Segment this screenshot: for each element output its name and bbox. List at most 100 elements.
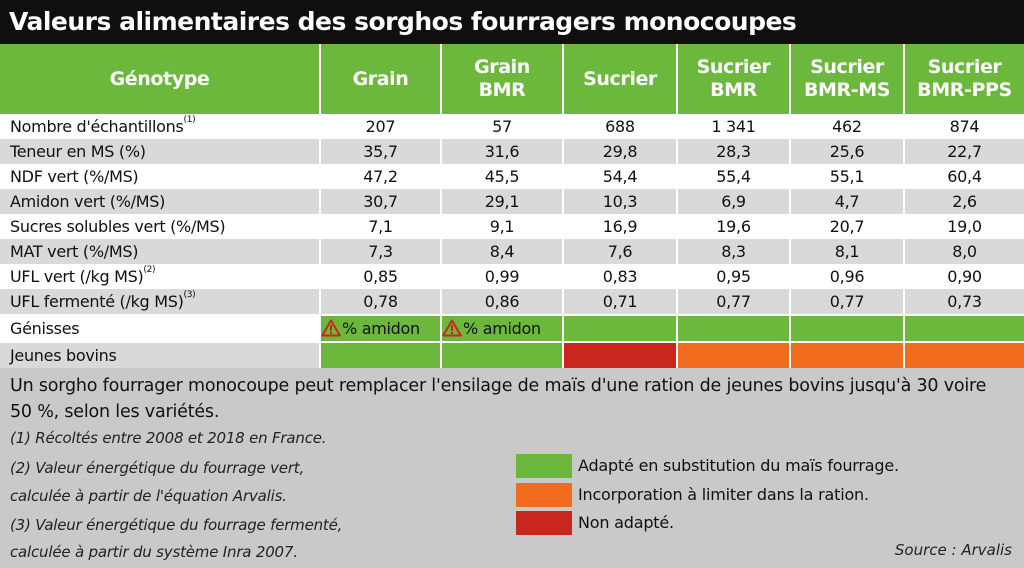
rating-cell-green [319,341,441,368]
rating-label: Jeunes bovins [0,341,320,368]
table-row: Amidon vert (%/MS) 30,7 29,1 10,3 6,9 4,7 2,6 [0,189,1024,214]
rating-cell-green: % amidon [319,314,441,342]
table-cell: 0,86 [440,289,563,315]
table-cell: 35,7 [319,139,441,164]
row-label-text: MAT vert (%/MS) [10,242,139,261]
header-grain: Grain [319,44,441,114]
warning-text: % amidon [342,319,420,338]
table-cell: 0,99 [440,264,563,289]
table-cell: 1 341 [676,114,790,139]
row-label: Nombre d'échantillons(1) [0,114,320,139]
row-label-text: UFL vert (/kg MS) [10,267,144,286]
header-sucrier-bmr: Sucrier BMR [676,44,790,114]
rating-cell-green: % amidon [440,314,563,342]
legend-swatch [516,483,572,507]
rating-cell-green [676,314,790,342]
table-cell: 20,7 [789,214,904,239]
row-label-text: Teneur en MS (%) [10,142,146,161]
footnote-ref: (2) [143,264,156,275]
table-cell: 6,9 [676,189,790,214]
rating-cell-orange [903,341,1024,368]
table-row: UFL fermenté (/kg MS)(3) 0,78 0,86 0,71 0,77… [0,289,1024,315]
table-row: Sucres solubles vert (%/MS) 7,1 9,1 16,9 19,… [0,214,1024,239]
header-genotype: Génotype [0,44,320,114]
header-grain-bmr: Grain BMR [440,44,563,114]
table-cell: 0,78 [319,289,441,315]
table-cell: 0,71 [562,289,677,315]
table-row: Nombre d'échantillons(1) 207 57 688 1 341 462… [0,114,1024,139]
header-sucrier-bmr-ms: Sucrier BMR-MS [789,44,904,114]
table-cell: 0,77 [789,289,904,315]
row-label: UFL vert (/kg MS)(2) [0,264,320,289]
rating-row: Génisses % amidon % amidon [0,314,1024,342]
table-cell: 0,85 [319,264,441,289]
table-cell: 0,77 [676,289,790,315]
row-label: Teneur en MS (%) [0,139,320,164]
table-cell: 10,3 [562,189,677,214]
legend-swatch [516,511,572,535]
header-sucrier-bmr-pps: Sucrier BMR-PPS [903,44,1024,114]
table-header-row: Génotype Grain Grain BMR Sucrier Sucrier… [0,44,1024,114]
table-cell: 31,6 [440,139,563,164]
table-cell: 2,6 [903,189,1024,214]
table-cell: 8,0 [903,239,1024,264]
table-cell: 22,7 [903,139,1024,164]
footnote-3-line1: (3) Valeur énergétique du fourrage ferme… [10,516,343,534]
table-cell: 8,1 [789,239,904,264]
table-cell: 688 [562,114,677,139]
table-body: Nombre d'échantillons(1) 207 57 688 1 341 462… [0,114,1024,368]
table-cell: 7,6 [562,239,677,264]
row-label: UFL fermenté (/kg MS)(3) [0,289,320,315]
rating-cell-red [562,341,677,368]
page-title: Valeurs alimentaires des sorghos fourrag… [0,0,1024,44]
table-cell: 54,4 [562,164,677,189]
table-cell: 60,4 [903,164,1024,189]
table-cell: 4,7 [789,189,904,214]
table-cell: 47,2 [319,164,441,189]
table-cell: 0,83 [562,264,677,289]
summary-text: Un sorgho fourrager monocoupe peut rempl… [10,376,987,422]
table-cell: 16,9 [562,214,677,239]
footnote-1: (1) Récoltés entre 2008 et 2018 en Franc… [10,429,327,447]
rating-cell-green [789,314,904,342]
table-cell: 28,3 [676,139,790,164]
table-cell: 0,73 [903,289,1024,315]
nutrition-table: Génotype Grain Grain BMR Sucrier Sucrier… [0,44,1024,368]
table-cell: 8,4 [440,239,563,264]
row-label-text: UFL fermenté (/kg MS) [10,292,184,311]
row-label-text: Sucres solubles vert (%/MS) [10,217,226,236]
rating-label: Génisses [0,314,320,342]
table-cell: 207 [319,114,441,139]
warning-text: % amidon [463,319,541,338]
row-label-text: NDF vert (%/MS) [10,167,139,186]
table-row: UFL vert (/kg MS)(2) 0,85 0,99 0,83 0,95 0,96… [0,264,1024,289]
table-cell: 462 [789,114,904,139]
legend-label: Non adapté. [578,513,674,532]
warning-icon [322,319,341,337]
footnote-3-line2: calculée à partir du système Inra 2007. [10,543,298,561]
table-cell: 25,6 [789,139,904,164]
table-cell: 29,1 [440,189,563,214]
row-label: Sucres solubles vert (%/MS) [0,214,320,239]
rating-cell-green [440,341,563,368]
table-row: NDF vert (%/MS) 47,2 45,5 54,4 55,4 55,1 60,4 [0,164,1024,189]
footnote-2-line2: calculée à partir de l'équation Arvalis. [10,487,287,505]
row-label: Amidon vert (%/MS) [0,189,320,214]
table-cell: 57 [440,114,563,139]
table-cell: 7,1 [319,214,441,239]
rating-cell-orange [676,341,790,368]
rating-cell-green [562,314,677,342]
table-cell: 7,3 [319,239,441,264]
legend-label: Incorporation à limiter dans la ration. [578,485,869,504]
table-cell: 0,95 [676,264,790,289]
table-cell: 0,96 [789,264,904,289]
table-cell: 55,1 [789,164,904,189]
footnote-ref: (3) [183,289,196,300]
table-cell: 29,8 [562,139,677,164]
header-sucrier: Sucrier [562,44,677,114]
legend-label: Adapté en substitution du maïs fourrage. [578,456,899,475]
warning-icon [443,319,462,337]
row-label-text: Amidon vert (%/MS) [10,192,166,211]
table-cell: 0,90 [903,264,1024,289]
rating-cell-green [903,314,1024,342]
